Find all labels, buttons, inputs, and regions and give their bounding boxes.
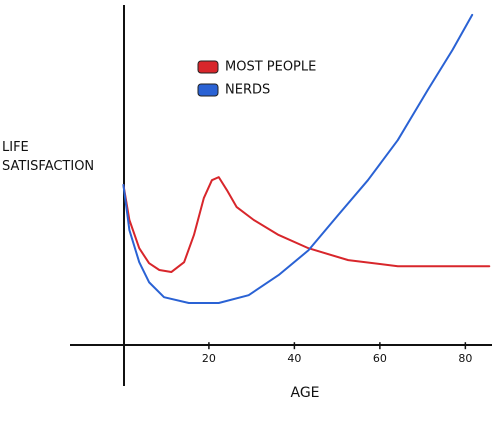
legend-swatch — [197, 60, 219, 74]
y-axis-label: LIFE SATISFACTION — [2, 140, 95, 174]
line-series — [122, 13, 474, 304]
legend-label: MOST PEOPLE — [225, 60, 316, 75]
x-tick-label: 40 — [287, 352, 301, 365]
legend-swatch — [197, 83, 219, 97]
x-tick-label: 60 — [373, 352, 387, 365]
line-series — [122, 176, 491, 274]
x-tick-label: 80 — [458, 352, 472, 365]
x-axis-label: AGE — [290, 385, 319, 401]
legend-label: NERDS — [225, 83, 270, 98]
x-tick-label: 20 — [202, 352, 216, 365]
